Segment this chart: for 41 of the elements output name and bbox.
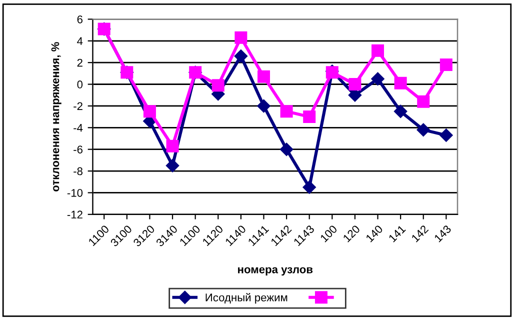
y-tick-label: -2 (74, 102, 82, 110)
point (234, 49, 248, 63)
point (371, 72, 384, 86)
point (417, 95, 430, 108)
y-tick-label: -8 (74, 167, 82, 176)
point (280, 105, 293, 118)
point (212, 79, 224, 92)
y-tick-label: 4 (77, 37, 83, 45)
legend-label: Исодный режим (206, 293, 288, 304)
point (394, 104, 408, 118)
point (348, 78, 362, 91)
y-tick-label: -10 (67, 188, 83, 197)
point (166, 159, 180, 172)
y-tick-label: -12 (67, 210, 82, 218)
x-tick-label: 143 (434, 224, 452, 242)
point (257, 70, 270, 83)
point (280, 142, 294, 156)
y-tick-label: -6 (74, 146, 82, 154)
x-tick-label: 120 (342, 224, 360, 242)
point (440, 58, 452, 71)
y-tick-label: -4 (74, 124, 83, 132)
point (303, 110, 316, 124)
point (372, 44, 384, 57)
x-tick-label: 100 (320, 224, 338, 242)
y-tick-label: 0 (77, 80, 83, 88)
point (302, 180, 316, 194)
point (143, 105, 156, 118)
point (348, 88, 362, 102)
x-tick-label: 141 (388, 224, 406, 242)
y-axis-title: отклонения напряжения, % (51, 42, 62, 192)
y-tick-label: 6 (77, 15, 82, 24)
x-axis-title: номера узлов (238, 267, 313, 276)
point (166, 140, 179, 152)
x-tick-label: 140 (365, 224, 384, 242)
x-tick-label: 142 (411, 224, 429, 242)
point (257, 99, 270, 113)
point (234, 31, 248, 44)
y-tick-label: 2 (77, 58, 82, 67)
point (440, 128, 453, 142)
point (394, 76, 407, 90)
point (416, 123, 430, 136)
